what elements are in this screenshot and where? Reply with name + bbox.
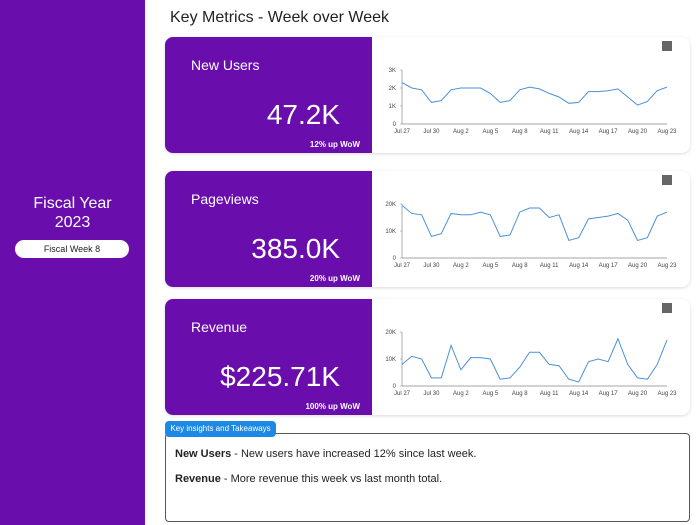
x-tick-label: Aug 14	[569, 129, 589, 135]
chart-menu-icon[interactable]	[662, 41, 672, 51]
x-tick-label: Aug 2	[453, 391, 469, 397]
x-tick-label: Aug 5	[482, 129, 498, 135]
x-tick-label: Aug 20	[628, 129, 648, 135]
y-tick-label: 0	[393, 122, 397, 128]
x-tick-label: Aug 23	[657, 263, 677, 269]
y-tick-label: 10K	[385, 229, 396, 235]
metric-label: Pageviews	[191, 191, 259, 207]
x-tick-label: Aug 2	[453, 263, 469, 269]
x-tick-label: Aug 2	[453, 129, 469, 135]
chart-menu-icon[interactable]	[662, 303, 672, 313]
insight: New Users - New users have increased 12% …	[175, 448, 476, 460]
line-chart: 0 10K 20K Jul 27 Jul 30 Aug 2 Aug 5 Aug 8 Aug 11…	[385, 303, 677, 397]
x-tick-label: Aug 14	[569, 263, 589, 269]
x-tick-label: Aug 14	[569, 391, 589, 397]
metric-label: New Users	[191, 57, 260, 73]
metric-panel: Revenue $225.71K 100% up WoW	[165, 299, 372, 415]
x-tick-label: Jul 27	[394, 263, 411, 269]
y-tick-label: 20K	[385, 202, 396, 208]
metric-value: 47.2K	[266, 99, 340, 130]
metric-card: New Users 47.2K 12% up WoW 0 1K 2K 3K Jul 27 Jul…	[165, 37, 690, 153]
y-tick-label: 1K	[389, 104, 396, 110]
metric-change: 100% up WoW	[305, 402, 360, 411]
x-tick-label: Aug 8	[512, 391, 528, 397]
x-tick-label: Aug 17	[599, 391, 619, 397]
y-tick-label: 10K	[385, 357, 396, 363]
metric-label: Revenue	[191, 319, 248, 335]
x-tick-label: Aug 23	[657, 391, 677, 397]
insight-text: - More revenue this week vs last month t…	[223, 473, 443, 485]
x-tick-label: Aug 11	[540, 129, 559, 135]
line-series	[401, 337, 668, 383]
metric-panel: Pageviews 385.0K 20% up WoW	[165, 171, 372, 287]
metric-value: $225.71K	[220, 361, 340, 392]
insight-label: New Users	[175, 448, 232, 460]
chart-menu-icon[interactable]	[662, 175, 672, 185]
line-series	[401, 204, 668, 242]
insight-label: Revenue	[175, 473, 221, 485]
y-tick-label: 20K	[385, 330, 396, 336]
x-tick-label: Jul 27	[394, 391, 411, 397]
x-tick-label: Aug 5	[482, 391, 498, 397]
metric-card: Revenue $225.71K 100% up WoW 0 10K 20K Jul 27 J…	[165, 299, 690, 415]
x-tick-label: Aug 17	[599, 129, 619, 135]
y-tick-label: 0	[393, 256, 397, 262]
x-tick-label: Aug 5	[482, 263, 498, 269]
x-tick-label: Aug 20	[628, 391, 648, 397]
x-tick-label: Aug 11	[540, 263, 559, 269]
x-tick-label: Aug 20	[628, 263, 648, 269]
metric-value: 385.0K	[251, 233, 340, 264]
line-series	[401, 82, 668, 106]
insights-title: Key insights and Takeaways	[165, 421, 276, 437]
metric-panel: New Users 47.2K 12% up WoW	[165, 37, 372, 153]
y-tick-label: 2K	[389, 86, 396, 92]
sidebar: Fiscal Year 2023 Fiscal Week 8	[0, 0, 145, 525]
x-tick-label: Aug 17	[599, 263, 619, 269]
sidebar-title: Fiscal Year 2023	[33, 195, 112, 231]
insight-text: - New users have increased 12% since las…	[234, 448, 477, 460]
x-tick-label: Aug 23	[657, 129, 677, 135]
fiscal-week-filter[interactable]: Fiscal Week 8	[15, 240, 129, 258]
y-tick-label: 0	[393, 384, 397, 390]
metric-change: 20% up WoW	[309, 274, 360, 283]
x-tick-label: Jul 30	[423, 391, 440, 397]
x-tick-label: Aug 8	[512, 129, 528, 135]
page-title: Key Metrics - Week over Week	[170, 9, 390, 26]
insights-box: New Users - New users have increased 12% …	[165, 433, 690, 522]
line-chart: 0 10K 20K Jul 27 Jul 30 Aug 2 Aug 5 Aug 8 Aug 11…	[385, 175, 677, 269]
x-tick-label: Jul 30	[423, 129, 440, 135]
x-tick-label: Aug 11	[540, 391, 559, 397]
y-tick-label: 3K	[389, 68, 396, 74]
x-tick-label: Aug 8	[512, 263, 528, 269]
metric-change: 12% up WoW	[309, 140, 360, 149]
line-chart: 0 1K 2K 3K Jul 27 Jul 30 Aug 2 Aug 5 Aug 8 Aug 11…	[389, 41, 677, 135]
x-tick-label: Jul 27	[394, 129, 411, 135]
metric-card: Pageviews 385.0K 20% up WoW 0 10K 20K Jul 27 Ju…	[165, 171, 690, 287]
insight: Revenue - More revenue this week vs last …	[175, 473, 442, 485]
x-tick-label: Jul 30	[423, 263, 440, 269]
